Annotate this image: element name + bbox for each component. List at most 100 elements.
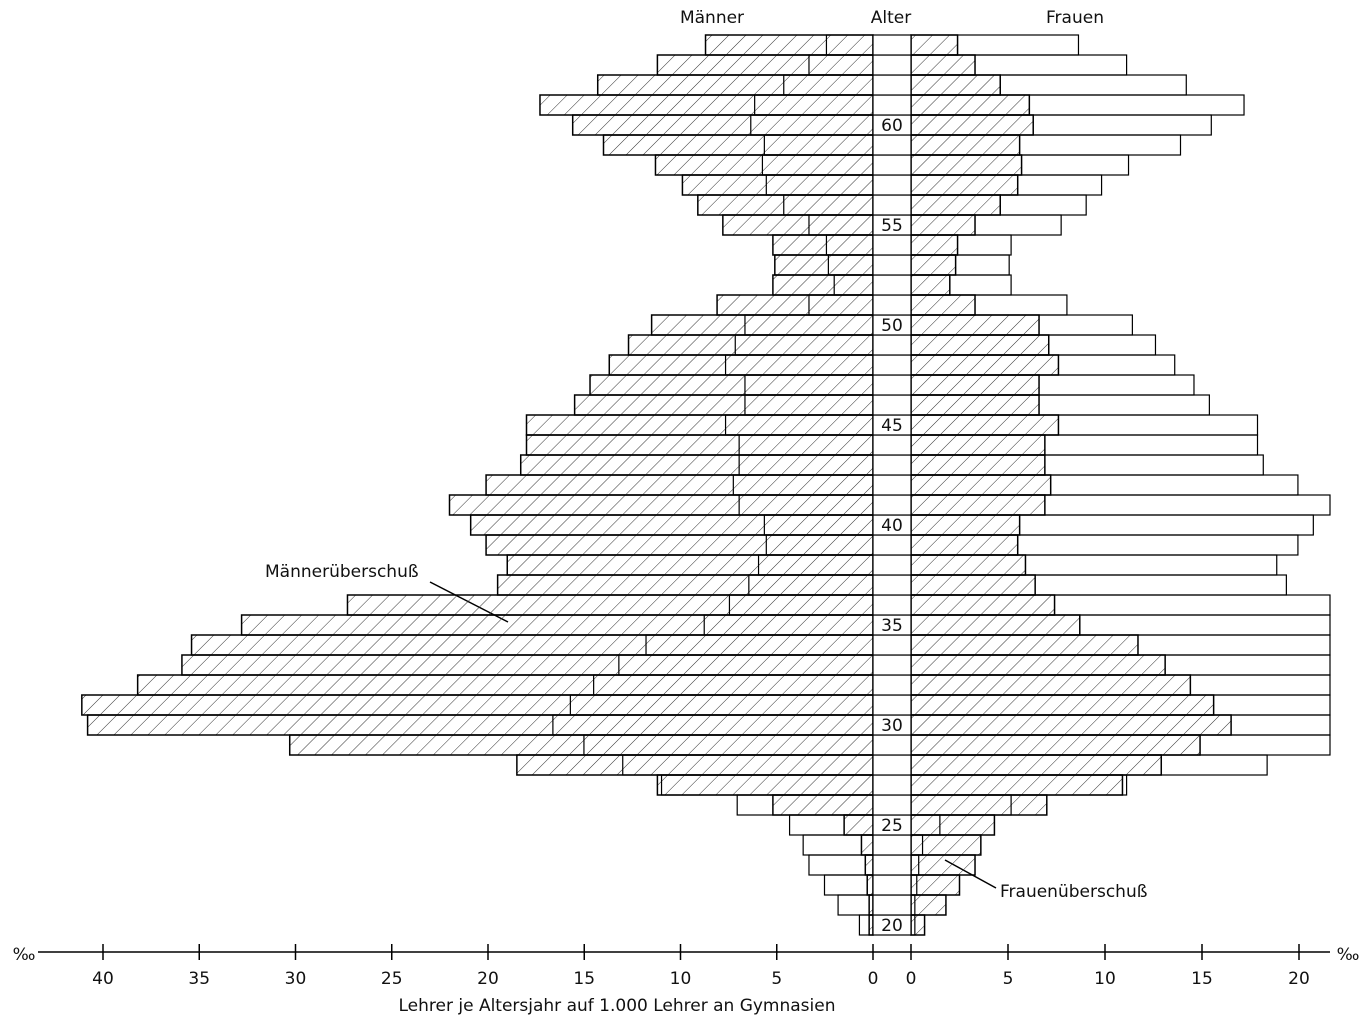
age-cell (872, 734, 912, 756)
women-label: Frauen (1046, 8, 1104, 28)
age-cell (872, 34, 912, 56)
men-bar (608, 354, 874, 376)
women-bar (910, 434, 1046, 456)
men-bar (485, 534, 874, 556)
men-bar (181, 654, 874, 676)
age-tick-label: 35 (881, 616, 903, 636)
x-tick-label: 30 (285, 969, 307, 989)
men-bar (519, 454, 874, 476)
x2-tick-label: 5 (1003, 969, 1014, 989)
women-bar (910, 414, 1060, 436)
men-bar (81, 694, 874, 716)
men-bar (860, 834, 874, 856)
age-cell (872, 74, 912, 96)
age-cell (872, 894, 912, 916)
women-bar (910, 254, 957, 276)
women-bar (910, 94, 1031, 116)
unit-left: ‰ (13, 945, 36, 965)
men-bar (469, 514, 874, 536)
women-bar (910, 374, 1040, 396)
men-bar (864, 854, 874, 876)
women-bar (910, 914, 926, 936)
men-bar (774, 254, 874, 276)
age-tick-label: 25 (881, 816, 903, 836)
men-bar (704, 34, 874, 56)
age-cell (872, 174, 912, 196)
women-bar (910, 494, 1046, 516)
men-bar (589, 374, 874, 396)
men-bar (539, 94, 874, 116)
women-bar (910, 834, 982, 856)
x-axis-label: Lehrer je Altersjahr auf 1.000 Lehrer an… (398, 996, 835, 1016)
women-bar (910, 274, 951, 296)
age-cell (872, 534, 912, 556)
men-bar (190, 634, 874, 656)
men-bar (571, 114, 874, 136)
men-label: Männer (680, 8, 744, 28)
men-bar (656, 774, 874, 796)
age-cell (872, 394, 912, 416)
men-bar (573, 394, 874, 416)
age-cell (872, 134, 912, 156)
annotation: Männerüberschuß (265, 562, 419, 582)
age-cell (872, 794, 912, 816)
men-bar (596, 74, 874, 96)
women-bar (910, 234, 959, 256)
x2-tick-label: 10 (1094, 969, 1116, 989)
age-cell (872, 254, 912, 276)
women-bar (910, 214, 976, 236)
women-bar (910, 74, 1001, 96)
women-bar (910, 334, 1050, 356)
x-tick-label: 25 (381, 969, 403, 989)
x-tick-label: 20 (477, 969, 499, 989)
women-bar (910, 554, 1027, 576)
men-bar (654, 154, 874, 176)
age-tick-label: 20 (881, 916, 903, 936)
women-bar (910, 114, 1034, 136)
men-bar (843, 814, 874, 836)
age-cell (872, 474, 912, 496)
men-bar (506, 554, 874, 576)
women-bar (910, 734, 1201, 756)
age-cell (872, 674, 912, 696)
age-cell (872, 594, 912, 616)
men-bar (866, 874, 874, 896)
age-tick-label: 60 (881, 116, 903, 136)
women-bar (910, 54, 976, 76)
age-cell (872, 334, 912, 356)
men-bar (288, 734, 874, 756)
age-cell (872, 694, 912, 716)
age-cell (872, 434, 912, 456)
women-bar (910, 754, 1163, 776)
men-bar (627, 334, 874, 356)
women-bar (910, 154, 1023, 176)
women-bar (910, 894, 947, 916)
age-cell (872, 774, 912, 796)
men-bar (716, 294, 874, 316)
women-bar (910, 614, 1081, 636)
women-bar (910, 454, 1046, 476)
age-tick-label: 30 (881, 716, 903, 736)
age-cell (872, 754, 912, 776)
women-bar (910, 194, 1001, 216)
women-bar (910, 534, 1019, 556)
age-cell (872, 874, 912, 896)
women-bar (910, 694, 1215, 716)
men-bar (650, 314, 874, 336)
age-tick-label: 40 (881, 516, 903, 536)
age-label: Alter (871, 8, 911, 28)
men-bar (697, 194, 874, 216)
x-tick-label: 15 (573, 969, 595, 989)
men-bar (525, 414, 874, 436)
women-bar (910, 634, 1139, 656)
age-cell (872, 834, 912, 856)
men-bar (516, 754, 874, 776)
men-bar (602, 134, 874, 156)
men-bar (525, 434, 874, 456)
age-cell (872, 274, 912, 296)
x2-tick-label: 0 (906, 969, 917, 989)
men-bar (772, 274, 874, 296)
age-cell (872, 854, 912, 876)
age-cell (872, 54, 912, 76)
men-bar (772, 794, 874, 816)
